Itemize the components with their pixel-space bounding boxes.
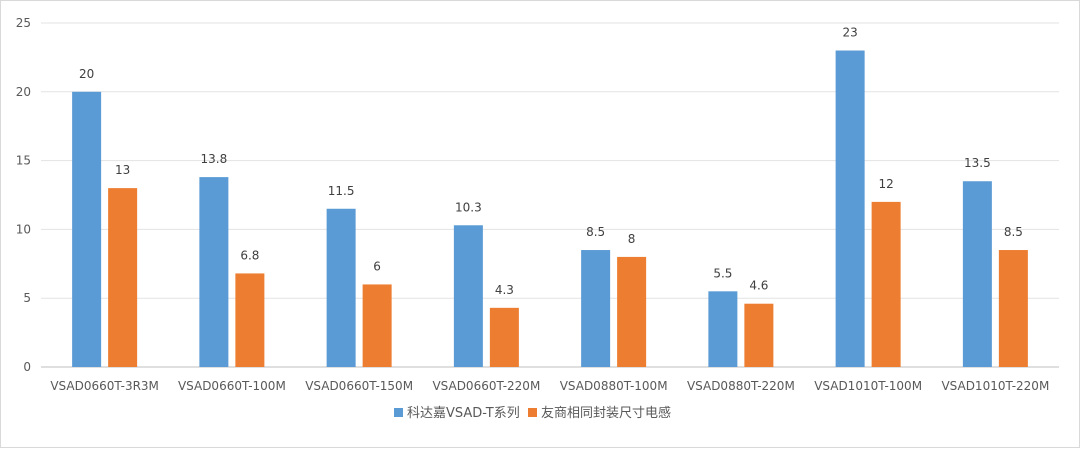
category-label: VSAD0660T-3R3M	[50, 379, 159, 393]
bar-series1	[708, 291, 738, 367]
y-tick-label: 0	[23, 360, 31, 374]
x-axis-categories: VSAD0660T-3R3M VSAD0660T-100M VSAD0660T-15…	[50, 379, 1049, 393]
bar-series1	[326, 208, 356, 367]
data-label: 13.8	[201, 152, 228, 166]
data-label: 20	[79, 67, 94, 81]
category-label: VSAD1010T-100M	[814, 379, 922, 393]
bars	[72, 50, 1028, 368]
bar-series1	[199, 177, 229, 367]
legend-swatch	[394, 408, 403, 417]
data-label: 6	[373, 259, 381, 273]
data-label: 8.5	[586, 225, 605, 239]
bar-series2	[871, 201, 901, 367]
legend-label: 科达嘉VSAD-T系列	[407, 406, 520, 421]
bar-series2	[235, 273, 265, 367]
data-labels: 20 13 13.8 6.8 11.5 6 10.3 4.3 8.5 8 5.5 4.6 23 12 13.…	[79, 26, 1023, 297]
y-tick-label: 25	[16, 16, 31, 30]
bar-series2	[108, 188, 138, 367]
category-label: VSAD0660T-150M	[305, 379, 413, 393]
bar-series1	[835, 50, 865, 368]
y-tick-label: 10	[16, 222, 31, 236]
category-label: VSAD0880T-100M	[560, 379, 668, 393]
data-label: 10.3	[455, 200, 482, 214]
bar-series2	[489, 307, 519, 367]
bar-series1	[72, 91, 102, 368]
y-tick-label: 5	[23, 291, 31, 305]
bar-series2	[998, 250, 1028, 367]
category-label: VSAD0660T-100M	[178, 379, 286, 393]
bar-series2	[617, 256, 647, 367]
category-label: VSAD1010T-220M	[941, 379, 1049, 393]
y-axis-ticks: 0 5 10 15 20 25	[16, 16, 31, 374]
bar-series1	[453, 225, 483, 367]
data-label: 4.3	[495, 283, 514, 297]
bar-series1	[962, 181, 992, 367]
category-label: VSAD0660T-220M	[432, 379, 540, 393]
bar-series2	[362, 284, 392, 367]
data-label: 13.5	[964, 156, 991, 170]
data-label: 13	[115, 163, 130, 177]
y-tick-label: 15	[16, 154, 31, 168]
legend-label: 友商相同封装尺寸电感	[541, 405, 671, 421]
data-label: 8.5	[1004, 225, 1023, 239]
category-label: VSAD0880T-220M	[687, 379, 795, 393]
bar-series2	[744, 303, 774, 367]
bar-series1	[581, 250, 611, 367]
gridlines	[41, 22, 1059, 368]
data-label: 11.5	[328, 184, 355, 198]
data-label: 4.6	[749, 279, 768, 293]
data-label: 12	[878, 177, 893, 191]
legend-swatch	[528, 408, 537, 417]
data-label: 23	[842, 26, 857, 40]
legend: 科达嘉VSAD-T系列 友商相同封装尺寸电感	[394, 405, 671, 421]
y-tick-label: 20	[16, 85, 31, 99]
data-label: 5.5	[713, 266, 732, 280]
data-label: 6.8	[240, 248, 259, 262]
data-label: 8	[628, 232, 636, 246]
